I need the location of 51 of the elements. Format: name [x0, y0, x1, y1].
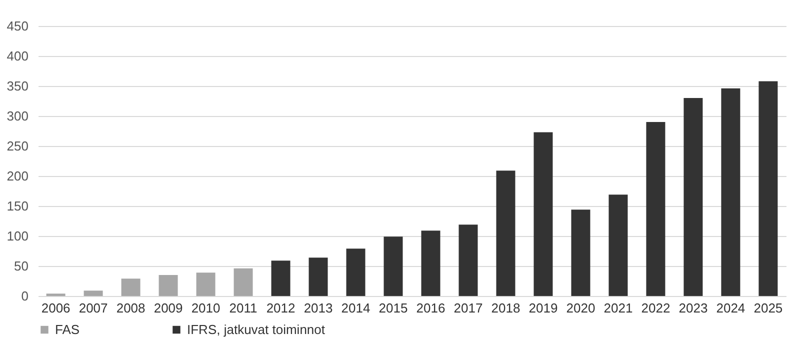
- y-tick-label: 250: [6, 138, 28, 154]
- bar: [346, 248, 366, 296]
- bar: [121, 278, 140, 296]
- bar: [458, 224, 478, 296]
- x-tick-label: 2024: [716, 300, 746, 316]
- x-tick-label: 2020: [566, 300, 596, 316]
- bar: [721, 88, 740, 296]
- bar: [646, 122, 666, 296]
- bar: [608, 194, 628, 296]
- bar: [758, 81, 778, 296]
- x-tick-label: 2017: [454, 300, 483, 316]
- x-tick-label: 2012: [266, 300, 296, 316]
- bar: [234, 268, 253, 296]
- bar: [158, 275, 178, 296]
- y-tick-label: 150: [6, 198, 28, 214]
- bar: [196, 272, 216, 296]
- x-tick-label: 2015: [378, 300, 408, 316]
- x-tick-label: 2018: [491, 300, 520, 316]
- x-tick-label: 2019: [528, 300, 558, 316]
- bar: [421, 230, 440, 296]
- y-tick-label: 350: [6, 78, 28, 94]
- x-tick-label: 2021: [604, 300, 633, 316]
- y-tick-label: 0: [21, 288, 28, 304]
- bar: [271, 260, 290, 296]
- bar: [534, 132, 553, 296]
- y-tick-label: 50: [14, 258, 28, 274]
- y-tick-label: 300: [6, 108, 28, 124]
- x-tick-label: 2008: [116, 300, 146, 316]
- y-tick-label: 400: [6, 48, 28, 64]
- y-tick-label: 100: [6, 228, 28, 244]
- legend-label: IFRS, jatkuvat toiminnot: [187, 322, 326, 337]
- bar: [308, 258, 328, 296]
- x-tick-label: 2025: [754, 300, 783, 316]
- x-tick-label: 2009: [154, 300, 183, 316]
- x-tick-label: 2011: [229, 300, 258, 316]
- bar: [496, 170, 516, 296]
- legend-label: FAS: [55, 322, 80, 337]
- bar: [571, 210, 590, 296]
- x-tick-label: 2016: [416, 300, 446, 316]
- x-tick-label: 2022: [641, 300, 670, 316]
- x-tick-label: 2014: [341, 300, 370, 316]
- x-tick-label: 2013: [304, 300, 333, 316]
- bar: [384, 236, 403, 296]
- bar: [84, 290, 103, 296]
- bar: [684, 98, 703, 296]
- y-tick-label: 200: [6, 168, 28, 184]
- x-tick-label: 2006: [41, 300, 70, 316]
- x-tick-label: 2007: [78, 300, 108, 316]
- x-tick-label: 2010: [191, 300, 220, 316]
- y-tick-label: 450: [6, 18, 28, 34]
- x-tick-label: 2023: [678, 300, 708, 316]
